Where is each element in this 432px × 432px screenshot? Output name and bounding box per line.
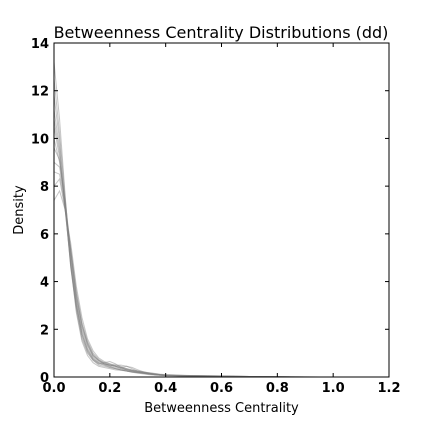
x-tick-label: 1.2	[377, 381, 400, 396]
y-tick-label: 6	[40, 228, 49, 243]
y-tick-label: 4	[40, 276, 49, 291]
x-tick-label: 0.6	[210, 381, 233, 396]
axis-ticks: 0.0 0.2 0.4 0.6 0.8 1.0 1.2 0 2 4 6 8 10 12 14	[31, 37, 401, 396]
density-curve-8	[53, 189, 334, 378]
plot-frame	[53, 42, 390, 378]
density-curve-3	[53, 161, 334, 378]
y-tick-label: 12	[31, 85, 49, 100]
y-tick-label: 8	[40, 180, 49, 195]
density-curve-4	[53, 109, 334, 378]
x-axis-label: Betweenness Centrality	[144, 401, 299, 416]
density-curve-11	[53, 119, 334, 378]
y-tick-label: 10	[31, 132, 49, 147]
density-curve-12	[53, 171, 334, 378]
y-tick-label: 0	[40, 371, 49, 386]
density-curve-9	[53, 95, 334, 378]
x-tick-label: 0.2	[98, 381, 121, 396]
density-curve-1	[53, 126, 334, 378]
y-tick-label: 2	[40, 323, 49, 338]
density-curves	[53, 62, 334, 378]
x-tick-label: 0.8	[266, 381, 289, 396]
density-curve-2	[53, 78, 334, 378]
density-curve-5	[53, 177, 334, 378]
y-axis-label: Density	[12, 185, 27, 235]
x-tick-label: 0.0	[42, 381, 65, 396]
chart-title: Betweenness Centrality Distributions (dd…	[54, 23, 389, 42]
density-curve-7	[53, 138, 334, 378]
y-tick-label: 14	[31, 37, 49, 52]
density-curve-10	[53, 147, 334, 378]
x-tick-label: 0.4	[154, 381, 177, 396]
x-tick-label: 1.0	[322, 381, 345, 396]
density-curve-6	[53, 62, 334, 378]
